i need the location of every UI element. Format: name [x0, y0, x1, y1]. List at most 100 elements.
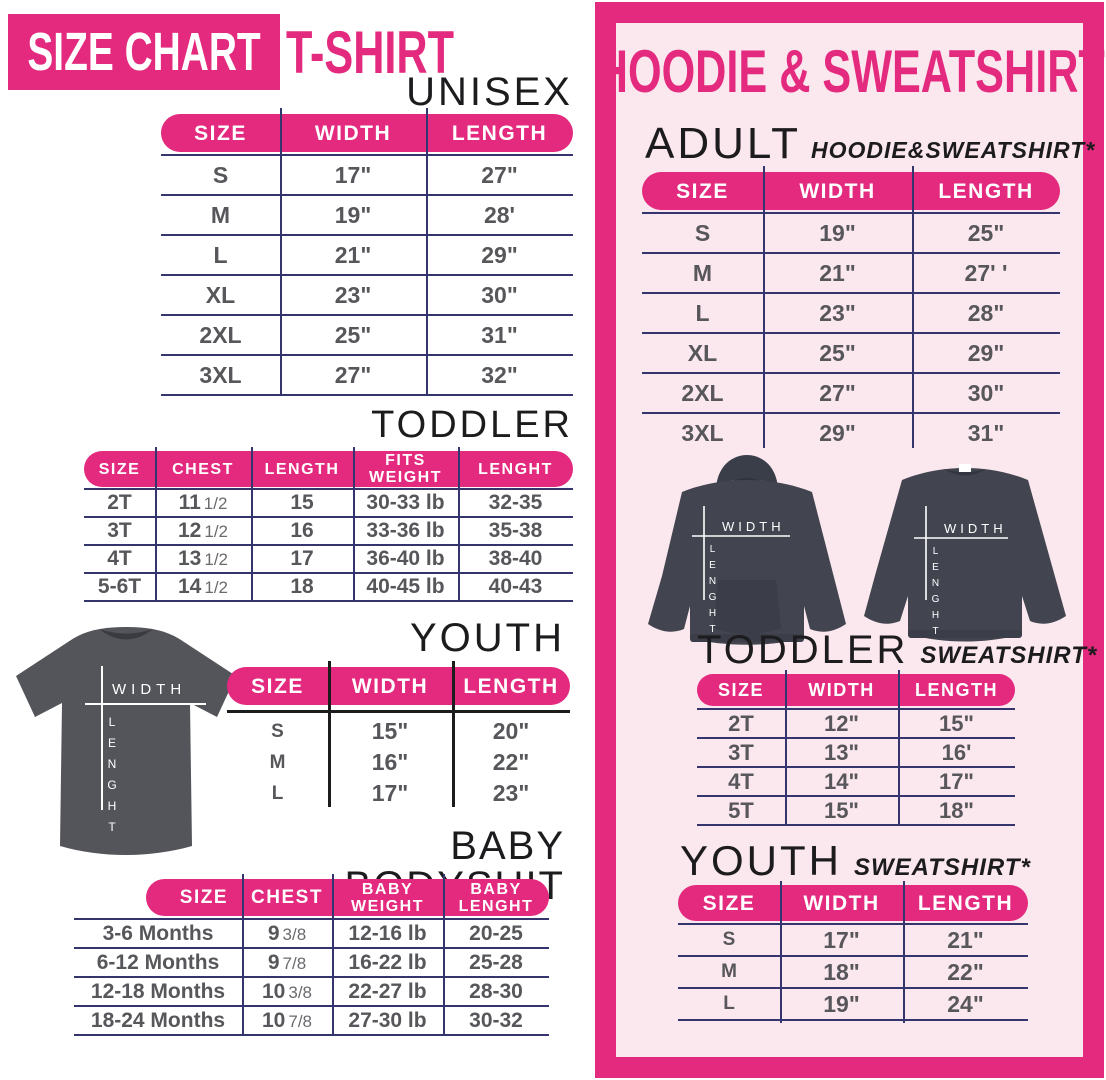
chest-fraction: 1/2 — [204, 578, 228, 597]
column-header: WIDTH — [799, 179, 876, 203]
size-chart-badge-label: SIZE CHART — [27, 22, 261, 82]
size-cell: M — [210, 201, 231, 228]
hoodie-sweatshirt-title: HOODIE & SWEATSHIRT — [597, 36, 1105, 106]
weight-cell: 36-40 lb — [366, 547, 445, 570]
table-row: 2T 11 1/2 15 30-33 lb 32-35 — [84, 488, 573, 516]
size-cell: 12-18 Months — [90, 979, 226, 1003]
length-cell: 23" — [492, 780, 530, 806]
chest-whole: 14 — [178, 575, 202, 598]
table-row: XL 25" 29" — [642, 332, 1060, 372]
toddler-sweatshirt-heading: TODDLER SWEATSHIRT* — [697, 630, 1097, 670]
toddler-sweatshirt-subheading: SWEATSHIRT* — [920, 642, 1098, 669]
column-divider — [332, 874, 334, 1034]
size-cell: 2XL — [681, 379, 724, 406]
column-divider — [780, 881, 782, 1023]
size-cell: 5T — [728, 797, 754, 823]
weight-cell: 22-27 lb — [348, 979, 427, 1003]
youth-sweatshirt-table: SIZE WIDTH LENGTH S 17" 21" M 18" 22" L … — [678, 881, 1028, 1023]
column-header: SIZE — [251, 674, 304, 698]
baby-table-header-pill — [146, 879, 549, 916]
table-row: S 19" 25" — [642, 212, 1060, 252]
length-cell: 21" — [947, 926, 984, 953]
column-header: WIDTH — [351, 674, 429, 698]
column-header: SIZE — [717, 679, 764, 700]
header-underline — [227, 710, 570, 713]
width-cell: 21" — [334, 241, 372, 268]
width-cell: 25" — [334, 321, 372, 348]
table-row: L 23" 28" — [642, 292, 1060, 332]
tshirt-title: T-SHIRT — [286, 14, 519, 90]
sweatshirt-image: WIDTH LENGHT — [856, 452, 1074, 648]
column-header: FITS WEIGHT — [369, 452, 442, 486]
lenght-cell: 40-43 — [488, 575, 543, 598]
size-cell: 5-6T — [97, 575, 142, 598]
table-row: S 17" 21" — [678, 923, 1028, 955]
size-cell: 2T — [107, 491, 132, 514]
chest-fraction: 7/8 — [288, 1011, 312, 1031]
width-cell: 21" — [819, 259, 856, 286]
size-cell: S — [722, 929, 736, 950]
hoodie-sweatshirt-title-label: HOODIE & SWEATSHIRT — [596, 37, 1106, 105]
width-cell: 29" — [819, 419, 856, 446]
hoodie-width-label: WIDTH — [722, 519, 785, 534]
size-cell: XL — [687, 339, 718, 366]
length-cell: 31" — [481, 321, 518, 348]
chest-whole: 10 — [262, 979, 286, 1003]
adult-table: SIZE WIDTH LENGTH S 19" 25" M 21" 27' ' … — [642, 166, 1060, 448]
chest-fraction: 1/2 — [204, 522, 228, 541]
length-cell: 27" — [481, 161, 518, 188]
youth-heading: YOUTH — [410, 616, 565, 660]
size-chart-badge: SIZE CHART — [8, 14, 280, 90]
size-cell: L — [213, 241, 228, 268]
length-cell: 15" — [939, 710, 974, 736]
column-divider — [458, 447, 460, 602]
chest-whole: 9 — [267, 950, 280, 974]
lenght-cell: 30-32 — [469, 1008, 523, 1032]
weight-cell: 40-45 lb — [366, 575, 445, 598]
youth-sweatshirt-header-pill — [678, 885, 1028, 921]
column-divider — [903, 881, 905, 1023]
chest-fraction: 1/2 — [204, 550, 228, 569]
size-cell: 3T — [728, 739, 754, 765]
hoodie-drawing — [648, 455, 846, 645]
length-cell: 32" — [481, 361, 518, 388]
length-cell: 18" — [939, 797, 974, 823]
size-cell: S — [271, 720, 284, 742]
column-divider — [912, 166, 914, 448]
table-row: 2XL 27" 30" — [642, 372, 1060, 412]
youth-table-header-pill — [227, 667, 570, 705]
width-cell: 25" — [819, 339, 856, 366]
width-cell: 18" — [823, 958, 860, 985]
column-header: LENGTH — [915, 679, 998, 700]
chest-whole: 11 — [178, 491, 201, 514]
length-cell: 30" — [967, 379, 1005, 406]
width-cell: 23" — [334, 281, 372, 308]
toddler-table: SIZE CHEST LENGTH FITS WEIGHT LENGHT 2T … — [84, 447, 573, 602]
width-cell: 27" — [819, 379, 856, 406]
unisex-table: SIZE WIDTH LENGTH S 17" 27" M 19" 28' L … — [161, 108, 573, 398]
length-cell: 28' — [483, 201, 516, 228]
size-cell: 4T — [728, 768, 754, 794]
column-divider — [785, 670, 787, 826]
chest-whole: 10 — [262, 1008, 286, 1032]
adult-subheading: HOODIE&SWEATSHIRT* — [810, 137, 1096, 163]
column-header: WIDTH — [808, 679, 875, 700]
size-cell: L — [271, 782, 284, 804]
size-cell: L — [695, 299, 710, 326]
chest-fraction: 7/8 — [282, 953, 307, 973]
table-row: 12-18 Months 10 3/8 22-27 lb 28-30 — [74, 976, 549, 1005]
column-header: SIZE — [194, 121, 247, 145]
toddler-sweatshirt-heading-label: TODDLER — [697, 628, 909, 672]
table-row: 5T 15" 18" — [697, 795, 1015, 824]
size-cell: 3XL — [199, 361, 242, 388]
youth-sweatshirt-heading: YOUTH SWEATSHIRT* — [680, 840, 1031, 882]
size-cell: 2XL — [199, 321, 242, 348]
tshirt-width-label: WIDTH — [112, 681, 187, 698]
adult-table-header-pill — [642, 172, 1060, 210]
table-row: 5-6T 14 1/2 18 40-45 lb 40-43 — [84, 572, 573, 600]
size-cell: 3-6 Months — [102, 921, 214, 945]
lenght-cell: 32-35 — [488, 491, 543, 514]
table-row: 6-12 Months 9 7/8 16-22 lb 25-28 — [74, 947, 549, 976]
width-cell: 15" — [371, 718, 409, 744]
chest-fraction: 3/8 — [282, 924, 307, 944]
